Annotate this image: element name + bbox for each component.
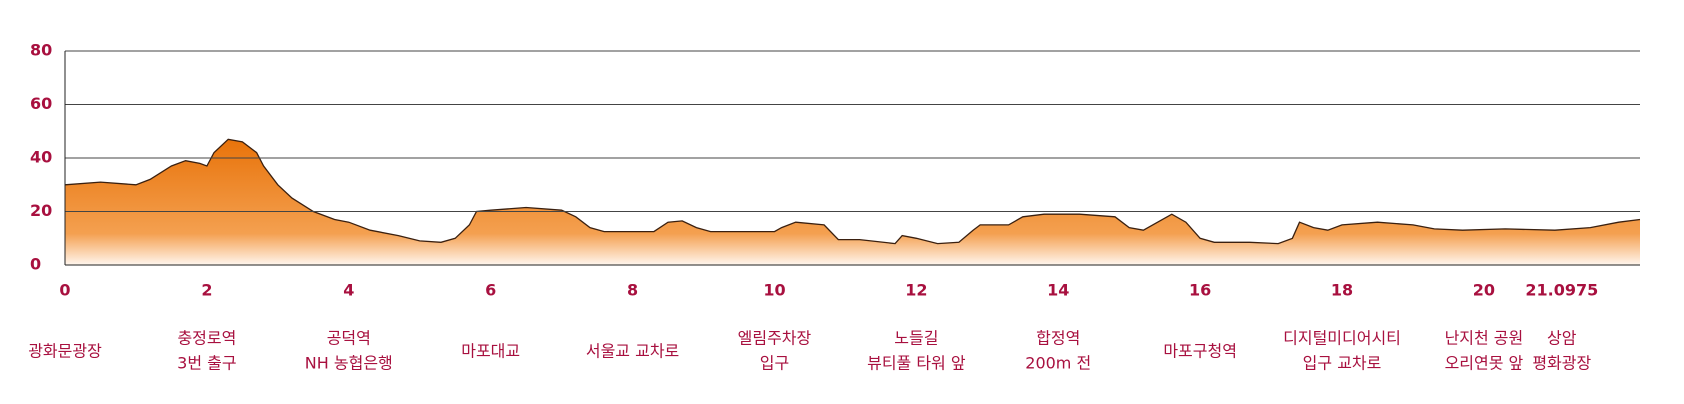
x-tick-label: 8 [627, 281, 638, 300]
x-tick-label: 12 [905, 281, 927, 300]
y-tick-label: 60 [30, 94, 52, 113]
landmark-label: 마포대교 [461, 342, 520, 361]
landmark-label: 노들길 [894, 329, 938, 348]
y-tick-label: 80 [30, 41, 52, 60]
y-tick-label: 20 [30, 201, 52, 220]
landmark-label: 공덕역 [327, 329, 371, 348]
landmark-label: 입구 교차로 [1303, 354, 1382, 373]
landmark-label: 3번 출구 [177, 354, 236, 373]
landmark-label: 충정로역 [177, 329, 236, 348]
landmark-label: 엘림주차장 [738, 329, 812, 348]
x-tick-label: 4 [343, 281, 354, 300]
landmark-label: 뷰티풀 타워 앞 [867, 354, 966, 373]
landmark-label: 서울교 교차로 [586, 342, 679, 361]
x-tick-label: 14 [1047, 281, 1069, 300]
x-tick-label: 16 [1189, 281, 1211, 300]
x-tick-label: 10 [763, 281, 785, 300]
landmark-label: 합정역 [1036, 329, 1080, 348]
landmark-label: 광화문광장 [28, 342, 102, 361]
landmark-label: 오리연못 앞 [1445, 354, 1524, 373]
x-tick-label: 21.0975 [1525, 281, 1598, 300]
x-tick-label: 20 [1473, 281, 1495, 300]
landmark-label: 난지천 공원 [1445, 329, 1524, 348]
x-tick-label: 0 [59, 281, 70, 300]
landmark-label: 상암 [1547, 329, 1577, 348]
x-tick-label: 2 [201, 281, 212, 300]
y-tick-label: 40 [30, 148, 52, 167]
landmark-label: NH 농협은행 [305, 354, 393, 373]
elevation-line [64, 138, 1641, 245]
landmark-label: 디지털미디어시티 [1283, 329, 1401, 348]
y-tick-label: 0 [30, 255, 41, 274]
landmark-label: 200m 전 [1025, 354, 1091, 373]
x-tick-label: 18 [1331, 281, 1353, 300]
landmark-label: 마포구청역 [1163, 342, 1237, 361]
x-tick-label: 6 [485, 281, 496, 300]
landmark-label: 평화광장 [1532, 354, 1591, 373]
landmark-label: 입구 [760, 354, 789, 373]
